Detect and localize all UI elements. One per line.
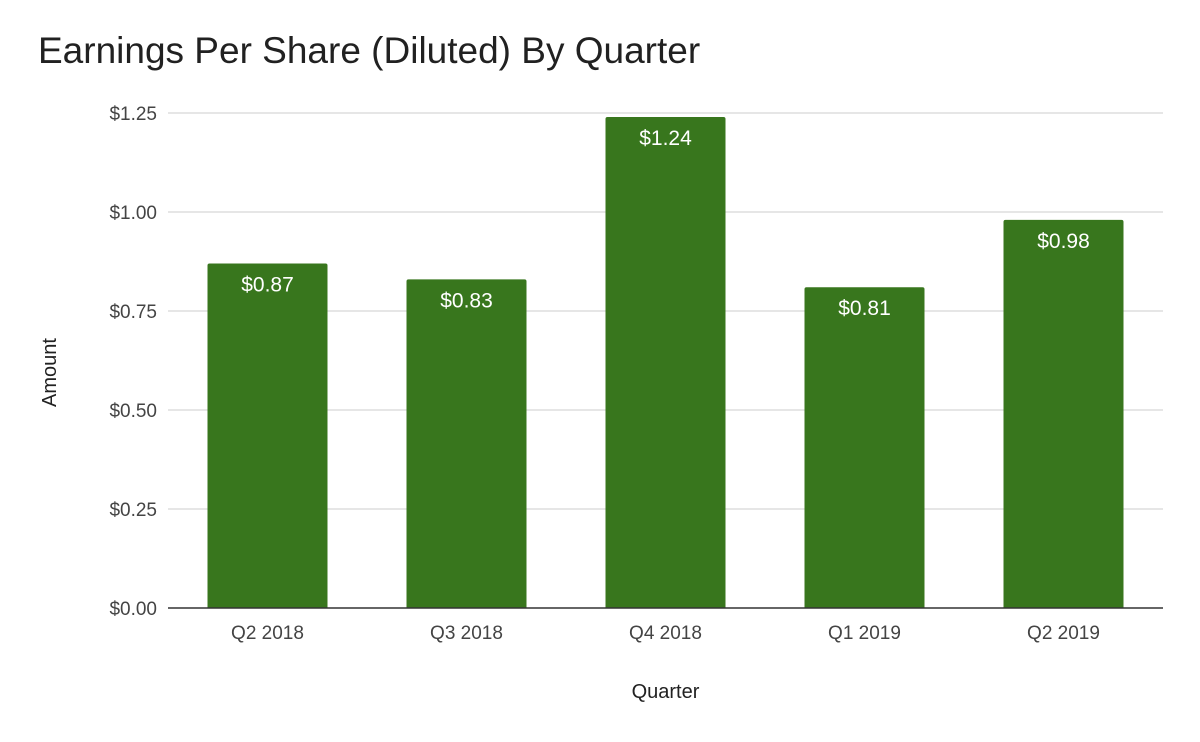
x-tick-label: Q2 2019	[1027, 623, 1100, 644]
x-tick-label: Q4 2018	[629, 623, 702, 644]
y-tick-label: $1.25	[109, 104, 157, 125]
bar-data-label: $0.87	[241, 273, 294, 296]
x-axis-title: Quarter	[632, 681, 700, 703]
bar	[406, 279, 527, 608]
y-tick-label: $0.00	[109, 599, 157, 620]
y-tick-label: $0.25	[109, 500, 157, 521]
bar-data-label: $1.24	[639, 127, 692, 150]
bar	[207, 263, 328, 608]
y-tick-label: $0.75	[109, 302, 157, 323]
x-tick-label: Q3 2018	[430, 623, 503, 644]
bar-data-label: $0.81	[838, 297, 891, 320]
bar	[605, 116, 726, 609]
x-tick-label: Q1 2019	[828, 623, 901, 644]
bar-data-label: $0.83	[440, 289, 493, 312]
chart-title: Earnings Per Share (Diluted) By Quarter	[38, 30, 701, 71]
y-tick-label: $0.50	[109, 401, 157, 422]
y-axis-title: Amount	[39, 338, 61, 407]
y-axis-ticks: $0.00 $0.25 $0.50 $0.75 $1.00 $1.25	[109, 104, 157, 620]
bars: $0.87 $0.83 $1.24 $0.81 $0.98	[207, 116, 1124, 609]
bar-data-label: $0.98	[1037, 230, 1090, 253]
y-tick-label: $1.00	[109, 203, 157, 224]
bar	[1003, 219, 1124, 609]
x-axis-ticks: Q2 2018 Q3 2018 Q4 2018 Q1 2019 Q2 2019	[231, 623, 1100, 644]
x-tick-label: Q2 2018	[231, 623, 304, 644]
bar	[804, 287, 925, 608]
